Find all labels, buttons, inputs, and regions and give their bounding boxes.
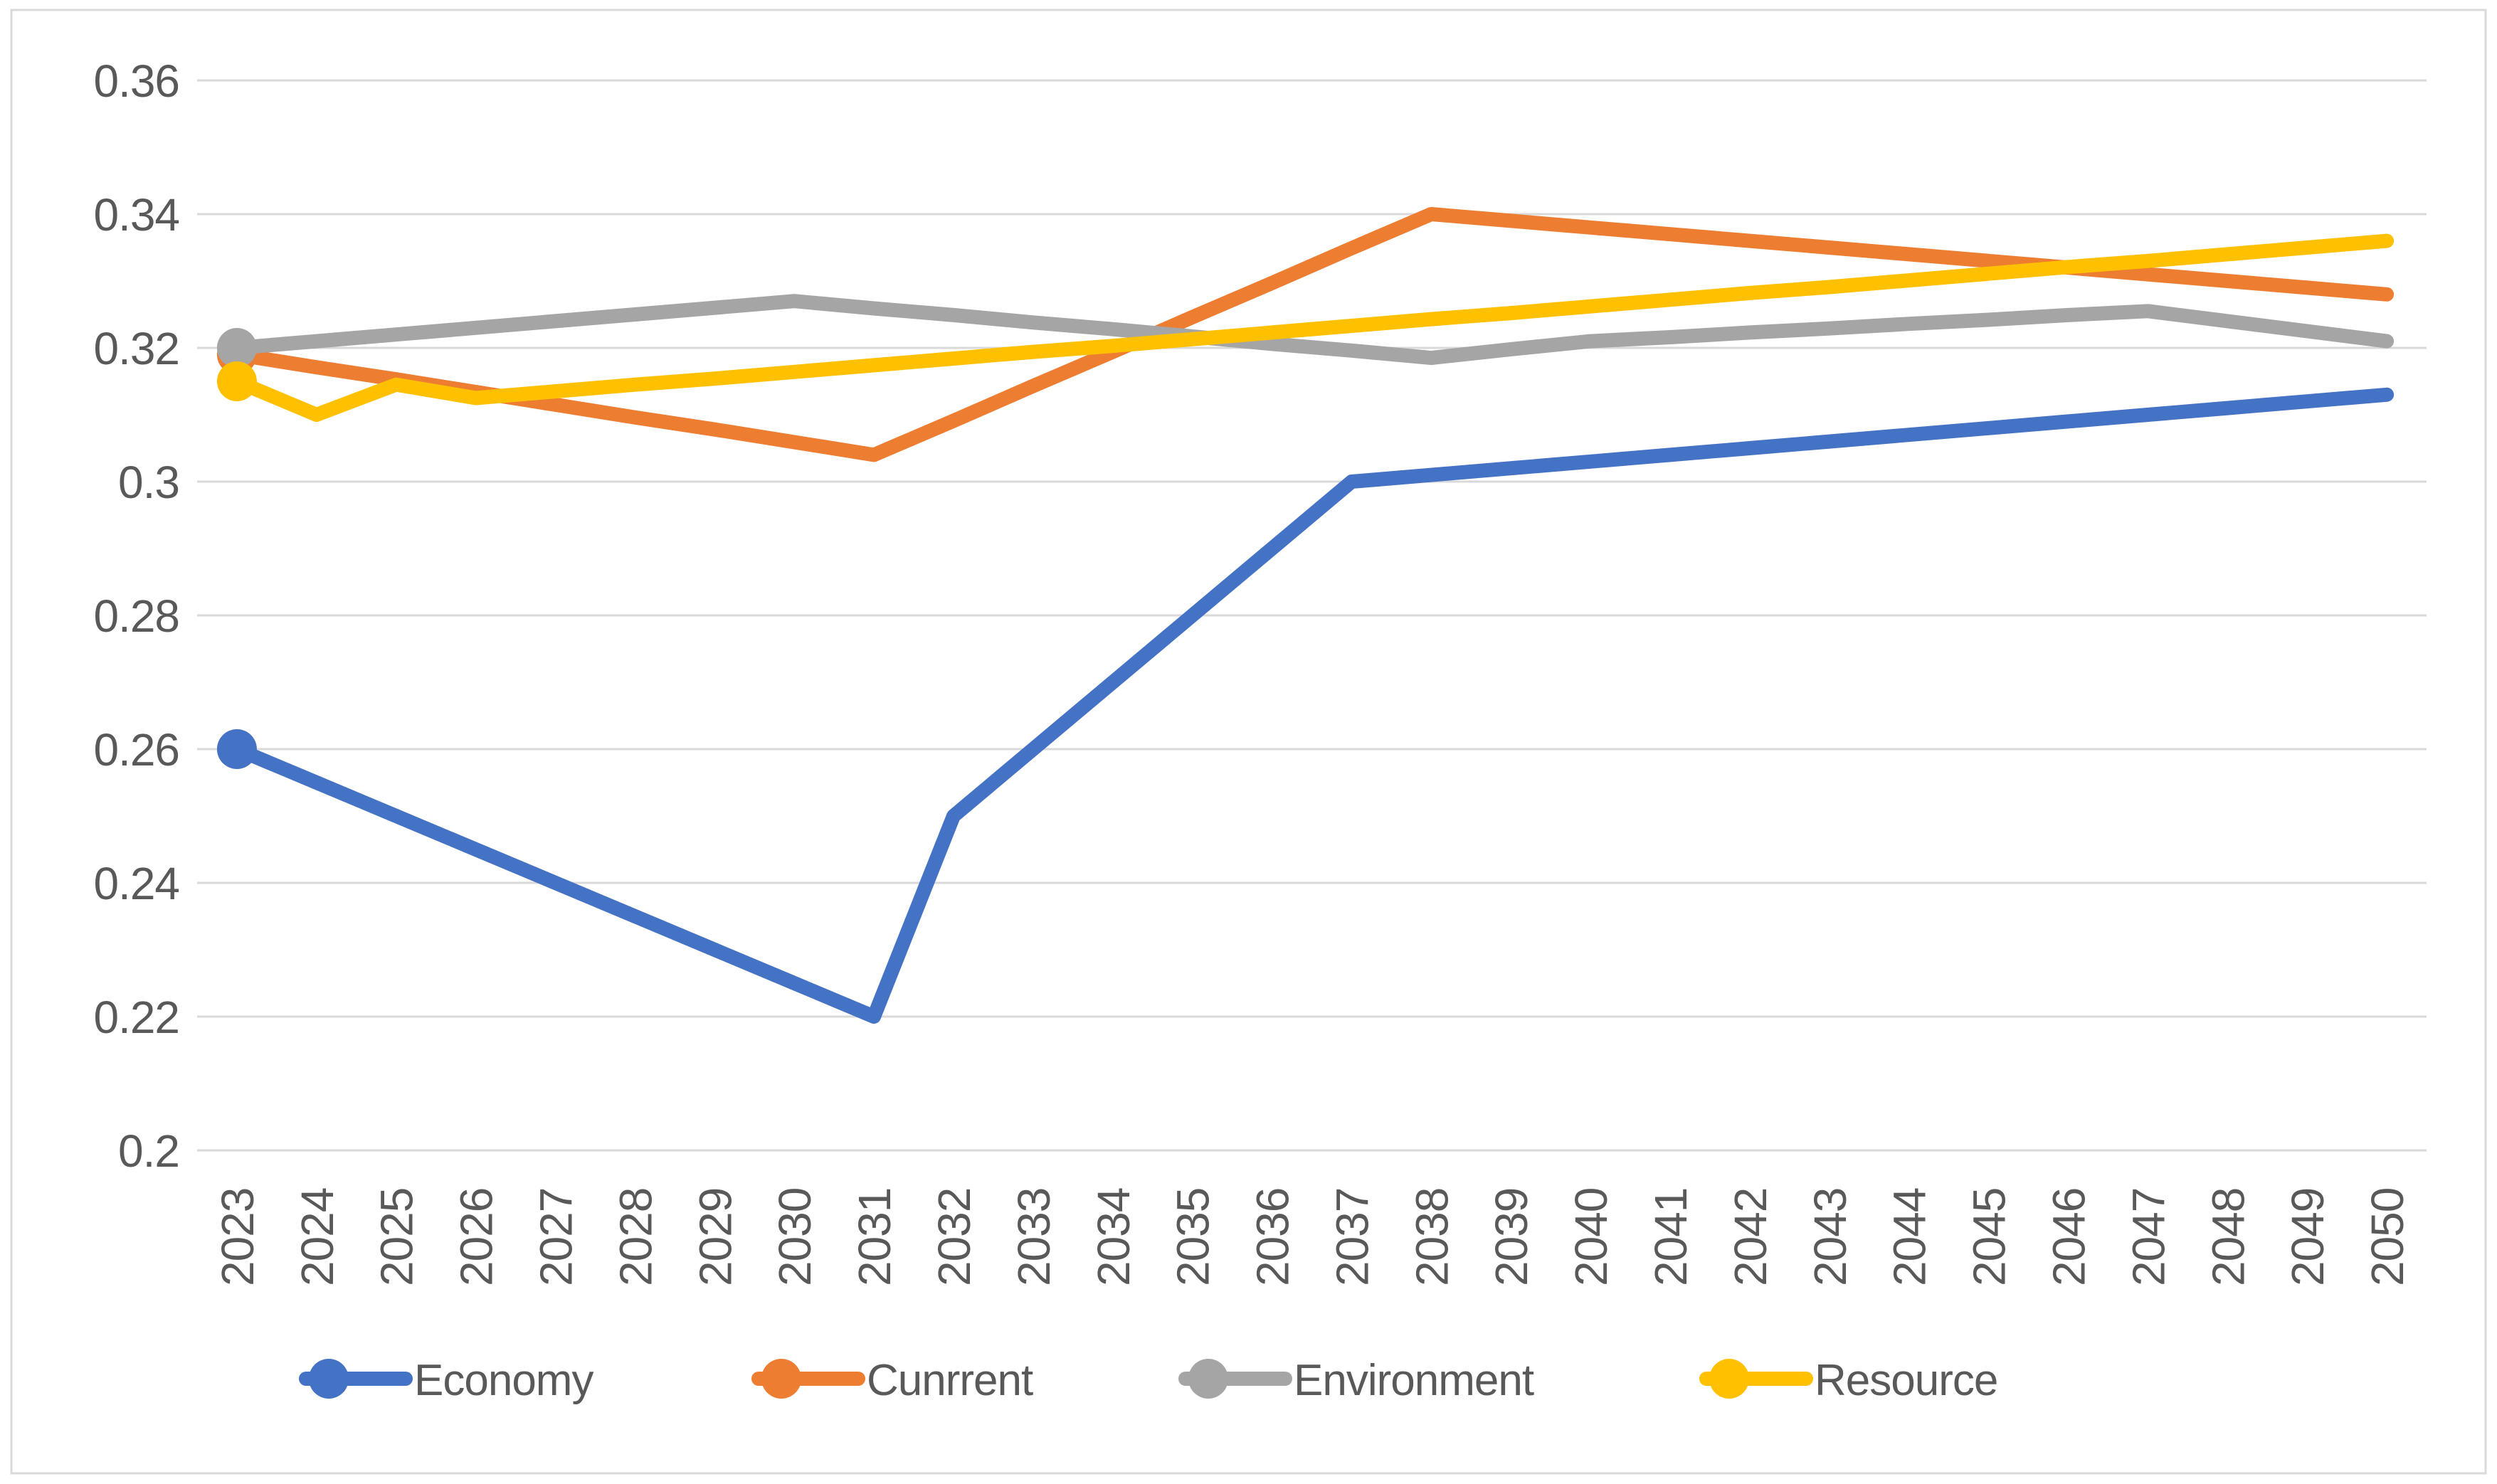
series-lines <box>216 207 2395 1024</box>
series-line-resource <box>229 233 2395 422</box>
legend-marker-icon <box>1709 1359 1749 1399</box>
legend-label: Environment <box>1294 1356 1534 1405</box>
legend: Economy Cunrrent Environment Resource <box>299 1356 1998 1405</box>
legend-marker-icon <box>1188 1359 1228 1399</box>
x-tick-label-2050: 2050 <box>2362 1188 2413 1286</box>
series-line-economy <box>229 387 2395 1024</box>
x-tick-label-2045: 2045 <box>1964 1188 2015 1286</box>
x-tick-label-2046: 2046 <box>2043 1188 2094 1286</box>
x-tick-label-2040: 2040 <box>1566 1188 1617 1286</box>
y-tick-label-0.34: 0.34 <box>93 189 179 240</box>
legend-label: Resource <box>1815 1356 1997 1405</box>
legend-label: Cunrrent <box>867 1356 1033 1405</box>
x-tick-label-2041: 2041 <box>1645 1188 1696 1286</box>
x-tick-label-2042: 2042 <box>1725 1188 1776 1286</box>
x-tick-label-2024: 2024 <box>292 1188 343 1286</box>
x-tick-label-2049: 2049 <box>2282 1188 2333 1286</box>
y-tick-label-0.26: 0.26 <box>93 724 179 775</box>
y-tick-label-0.28: 0.28 <box>93 590 179 642</box>
x-tick-label-2023: 2023 <box>212 1188 263 1286</box>
legend-item-environment: Environment <box>1178 1356 1535 1405</box>
x-tick-label-2026: 2026 <box>451 1188 502 1286</box>
x-tick-label-2031: 2031 <box>849 1188 900 1286</box>
legend-label: Economy <box>414 1356 593 1405</box>
x-tick-label-2048: 2048 <box>2202 1188 2254 1286</box>
y-tick-label-0.2: 0.2 <box>118 1125 179 1177</box>
chart-border <box>10 9 2487 1475</box>
series-marker-environment <box>216 328 257 368</box>
x-tick-label-2032: 2032 <box>929 1188 980 1286</box>
x-tick-label-2030: 2030 <box>769 1188 820 1286</box>
series-marker-economy <box>216 729 257 769</box>
x-tick-label-2028: 2028 <box>610 1188 661 1286</box>
x-tick-label-2027: 2027 <box>531 1188 582 1286</box>
x-tick-label-2038: 2038 <box>1406 1188 1457 1286</box>
x-tick-label-2029: 2029 <box>690 1188 741 1286</box>
y-axis-labels: 0.2 0.22 0.24 0.26 0.28 0.3 0.32 0.34 0.36 <box>93 55 180 1177</box>
y-tick-label-0.32: 0.32 <box>93 323 179 374</box>
x-tick-label-2033: 2033 <box>1008 1188 1060 1286</box>
legend-marker-icon <box>309 1359 349 1399</box>
x-tick-label-2047: 2047 <box>2123 1188 2174 1286</box>
legend-marker-icon <box>761 1359 801 1399</box>
y-tick-label-0.22: 0.22 <box>93 992 179 1043</box>
gridlines <box>197 79 2427 1152</box>
x-tick-label-2039: 2039 <box>1486 1188 1537 1286</box>
legend-item-cunrrent: Cunrrent <box>751 1356 1034 1405</box>
x-tick-label-2043: 2043 <box>1805 1188 1856 1286</box>
x-axis-labels: 2023 2024 2025 2026 2027 2028 2029 2030 2031 2032… <box>212 1188 2413 1286</box>
x-tick-label-2035: 2035 <box>1168 1188 1219 1286</box>
y-tick-label-0.24: 0.24 <box>93 858 179 909</box>
series-line-environment <box>229 294 2395 366</box>
y-tick-label-0.3: 0.3 <box>118 457 179 508</box>
series-marker-resource <box>216 361 257 401</box>
x-tick-label-2036: 2036 <box>1247 1188 1299 1286</box>
y-tick-label-0.36: 0.36 <box>93 55 179 107</box>
x-tick-label-2037: 2037 <box>1326 1188 1378 1286</box>
x-tick-label-2044: 2044 <box>1884 1188 1936 1286</box>
x-tick-label-2034: 2034 <box>1088 1188 1139 1286</box>
x-tick-label-2025: 2025 <box>371 1188 423 1286</box>
legend-item-resource: Resource <box>1699 1356 1998 1405</box>
legend-item-economy: Economy <box>299 1356 594 1405</box>
